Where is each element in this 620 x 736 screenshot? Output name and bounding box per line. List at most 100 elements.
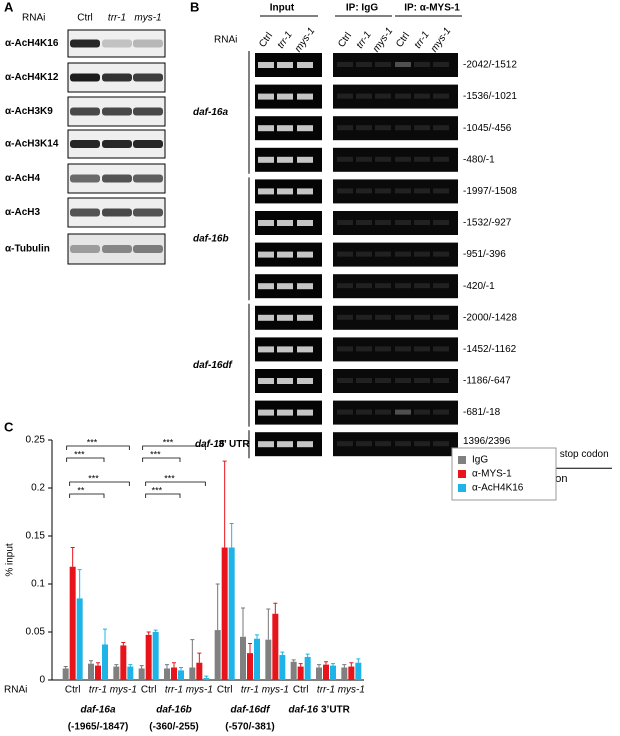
antibody-label: α-AcH3K14 xyxy=(5,139,59,150)
band xyxy=(375,378,391,383)
band xyxy=(375,251,391,257)
band xyxy=(337,314,353,320)
band xyxy=(395,156,411,162)
band xyxy=(414,62,430,67)
bar xyxy=(323,664,329,680)
band xyxy=(297,314,313,321)
group-label: 3’ UTR xyxy=(218,439,250,450)
error-bar xyxy=(103,628,107,645)
error-bar xyxy=(96,662,100,666)
band xyxy=(414,441,430,447)
band xyxy=(277,125,293,132)
significance-label: *** xyxy=(163,437,174,447)
bar xyxy=(316,667,322,680)
gel xyxy=(333,179,458,204)
band xyxy=(337,220,353,225)
bar xyxy=(164,668,170,680)
error-bar xyxy=(204,675,209,679)
band xyxy=(356,93,372,99)
bar xyxy=(76,598,83,680)
x-tick-label: Ctrl xyxy=(65,685,81,696)
significance-bracket xyxy=(69,481,130,486)
band xyxy=(337,409,353,415)
x-axis-label: RNAi xyxy=(4,685,27,696)
bar xyxy=(355,662,362,680)
error-bar xyxy=(70,547,75,567)
group-label: daf-16b xyxy=(156,705,192,716)
column-header: IP: IgG xyxy=(346,3,378,14)
band xyxy=(258,346,274,353)
error-bar xyxy=(305,653,310,657)
band xyxy=(70,39,100,48)
error-bar xyxy=(291,659,296,662)
lane-label: Ctrl xyxy=(257,31,275,50)
bar xyxy=(341,667,348,680)
error-bar xyxy=(331,663,335,666)
bar xyxy=(62,668,69,680)
error-bar xyxy=(342,664,347,668)
band xyxy=(337,188,353,194)
band xyxy=(102,107,132,116)
band xyxy=(258,93,274,100)
band xyxy=(356,188,372,194)
band xyxy=(277,409,293,416)
band xyxy=(297,251,313,258)
band xyxy=(277,62,293,68)
group-range: (-1965/-1847) xyxy=(68,722,129,733)
bar xyxy=(304,656,311,680)
band xyxy=(133,140,163,148)
bar xyxy=(240,636,246,680)
band xyxy=(433,441,449,447)
significance-label: *** xyxy=(164,473,175,483)
significance-label: *** xyxy=(88,473,99,483)
error-bar xyxy=(215,583,220,631)
band xyxy=(414,156,430,162)
band xyxy=(433,62,449,67)
group-label: daf-16a xyxy=(193,107,228,118)
error-bar xyxy=(89,660,93,664)
significance-bracket xyxy=(66,457,105,462)
x-tick-label: Ctrl xyxy=(217,685,233,696)
band xyxy=(433,346,449,352)
lane-label: mys-1 xyxy=(429,26,454,55)
gel xyxy=(333,242,458,267)
band xyxy=(258,283,274,290)
error-bar xyxy=(128,664,133,667)
legend-swatch xyxy=(458,470,466,478)
band xyxy=(277,314,293,321)
band xyxy=(395,314,411,320)
panel-label: C xyxy=(4,419,14,434)
lane-label: Ctrl xyxy=(394,31,412,50)
group-label: daf-16 xyxy=(289,705,319,716)
group-label: daf-16df xyxy=(231,705,272,716)
band xyxy=(375,220,391,225)
significance-label: *** xyxy=(152,485,163,495)
band xyxy=(433,283,449,289)
error-bar xyxy=(222,460,227,548)
bar xyxy=(127,666,134,680)
band xyxy=(102,208,132,217)
rnai-label: RNAi xyxy=(214,35,237,46)
band xyxy=(133,73,163,82)
band xyxy=(375,188,391,194)
error-bar xyxy=(241,607,245,637)
region-label: -1452/-1162 xyxy=(463,344,517,355)
error-bar xyxy=(356,658,361,663)
band xyxy=(297,220,313,226)
band xyxy=(102,39,132,48)
bar xyxy=(214,630,221,680)
antibody-label: α-AcH3K9 xyxy=(5,106,53,117)
significance-label: ** xyxy=(77,485,85,495)
bar xyxy=(228,547,235,680)
error-bar xyxy=(190,639,195,668)
group-range: (-570/-381) xyxy=(225,722,274,733)
gel xyxy=(333,116,458,141)
band xyxy=(337,125,353,131)
band xyxy=(102,73,132,82)
bar xyxy=(171,667,177,680)
band xyxy=(375,409,391,415)
band xyxy=(297,62,313,68)
band xyxy=(414,220,430,225)
band xyxy=(356,409,372,415)
bar xyxy=(297,666,304,680)
